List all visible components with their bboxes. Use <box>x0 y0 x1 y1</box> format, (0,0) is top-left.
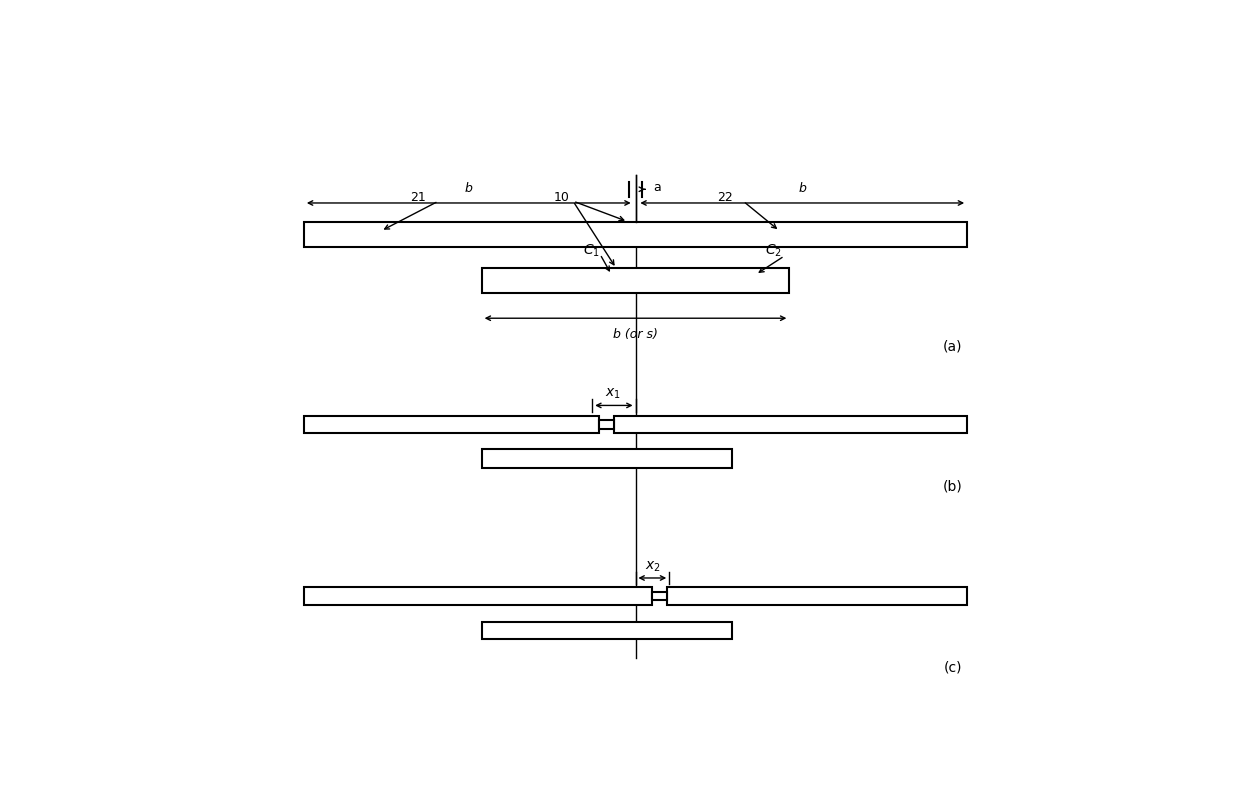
Text: $C_1$: $C_1$ <box>583 243 600 259</box>
FancyBboxPatch shape <box>481 621 732 639</box>
FancyBboxPatch shape <box>304 416 599 434</box>
Text: a: a <box>652 181 661 194</box>
FancyBboxPatch shape <box>614 416 967 434</box>
Text: 21: 21 <box>409 192 425 205</box>
Text: b: b <box>799 182 806 195</box>
Text: $x_1$: $x_1$ <box>605 387 621 401</box>
Text: 10: 10 <box>554 192 569 205</box>
FancyBboxPatch shape <box>481 269 789 294</box>
Text: b (or s): b (or s) <box>613 328 658 341</box>
FancyBboxPatch shape <box>652 591 667 600</box>
Text: (a): (a) <box>942 339 962 354</box>
FancyBboxPatch shape <box>304 587 652 605</box>
Text: b: b <box>465 182 472 195</box>
Text: $C_2$: $C_2$ <box>765 243 782 259</box>
Text: 22: 22 <box>717 192 733 205</box>
FancyBboxPatch shape <box>304 222 967 247</box>
FancyBboxPatch shape <box>667 587 967 605</box>
FancyBboxPatch shape <box>481 449 732 468</box>
Text: (b): (b) <box>942 480 962 493</box>
Text: (c): (c) <box>944 660 962 674</box>
FancyBboxPatch shape <box>599 421 614 429</box>
Text: $x_2$: $x_2$ <box>645 559 661 574</box>
